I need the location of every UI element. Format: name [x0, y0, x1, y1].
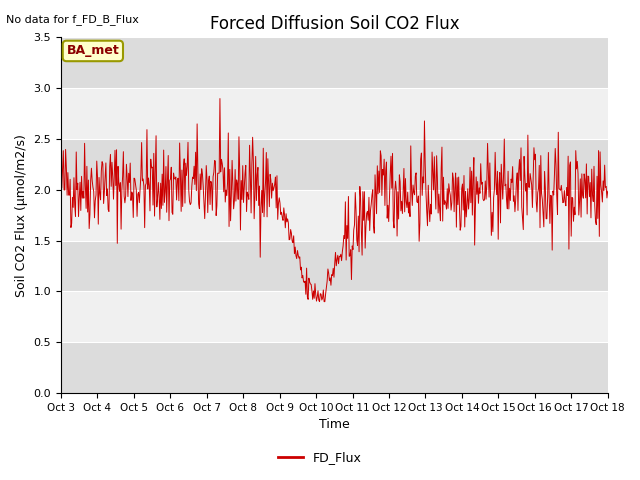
Text: No data for f_FD_B_Flux: No data for f_FD_B_Flux	[6, 14, 140, 25]
Bar	[61, 139, 608, 190]
Bar	[61, 88, 608, 139]
Bar	[61, 37, 608, 88]
Bar	[61, 190, 608, 240]
Bar	[61, 291, 608, 342]
Y-axis label: Soil CO2 Flux (μmol/m2/s): Soil CO2 Flux (μmol/m2/s)	[15, 134, 28, 297]
Legend: FD_Flux: FD_Flux	[273, 446, 367, 469]
Bar	[61, 240, 608, 291]
X-axis label: Time: Time	[319, 419, 349, 432]
Title: Forced Diffusion Soil CO2 Flux: Forced Diffusion Soil CO2 Flux	[209, 15, 459, 33]
Bar	[61, 342, 608, 393]
Text: BA_met: BA_met	[67, 45, 119, 58]
